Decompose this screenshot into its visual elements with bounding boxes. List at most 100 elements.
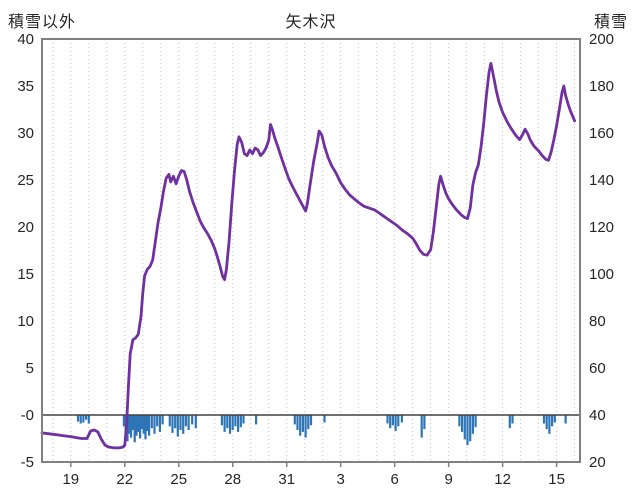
left-tick-label: -0 — [21, 407, 34, 424]
left-tick-label: 25 — [17, 172, 34, 189]
bar — [148, 415, 151, 436]
right-axis-title: 積雪 — [593, 14, 628, 31]
bar — [228, 415, 232, 434]
bar — [161, 415, 164, 425]
bar — [301, 415, 304, 432]
bar — [458, 415, 461, 427]
bar — [128, 415, 131, 434]
left-tick-label: 15 — [17, 266, 34, 283]
plot-frame — [41, 38, 581, 463]
right-tick-label: 80 — [589, 313, 606, 330]
bar — [76, 415, 80, 422]
bar — [140, 415, 143, 430]
bar — [133, 415, 136, 443]
bar — [471, 415, 474, 434]
x-tick-label: 31 — [278, 471, 295, 488]
bar — [564, 415, 567, 424]
x-tick-label: 9 — [444, 471, 452, 488]
bar — [184, 415, 187, 427]
bar — [394, 415, 397, 431]
bar — [309, 415, 313, 426]
bar — [168, 415, 171, 427]
left-tick-label: 5 — [26, 360, 34, 377]
bar — [158, 415, 161, 432]
x-tick-label: 28 — [224, 471, 241, 488]
x-tick-label: 15 — [548, 471, 565, 488]
bar — [293, 415, 296, 425]
x-tick-label: 22 — [116, 471, 133, 488]
bar — [296, 415, 299, 430]
bar — [323, 415, 326, 423]
bar — [420, 415, 423, 438]
bar — [87, 415, 90, 424]
right-tick-label: 180 — [589, 78, 614, 95]
right-tick-label: 40 — [589, 407, 606, 424]
bar — [150, 415, 153, 429]
bar — [171, 415, 174, 433]
left-axis-title: 積雪以外 — [8, 14, 77, 31]
bar — [423, 415, 426, 430]
bar — [237, 415, 240, 432]
chart-title: 矢木沢 — [285, 14, 337, 31]
right-tick-label: 200 — [589, 31, 614, 48]
bar — [548, 415, 551, 434]
left-tick-label: 20 — [17, 219, 34, 236]
bars-layer — [76, 415, 567, 446]
bar — [307, 415, 310, 430]
bar — [176, 415, 179, 437]
bar — [179, 415, 182, 430]
bar — [82, 415, 85, 423]
bar — [386, 415, 389, 424]
right-tick-label: 100 — [589, 266, 614, 283]
bar — [463, 415, 466, 440]
bar — [400, 415, 403, 423]
bar — [137, 415, 140, 432]
bar — [466, 415, 469, 446]
bar — [389, 415, 392, 429]
x-tick-label: 3 — [337, 471, 345, 488]
right-tick-label: 140 — [589, 172, 614, 189]
bar — [191, 415, 194, 425]
bar — [153, 415, 156, 434]
bar — [397, 415, 400, 427]
bar — [231, 415, 234, 430]
bar — [174, 415, 177, 429]
bar — [194, 415, 197, 429]
bar — [187, 415, 190, 430]
bar — [511, 415, 514, 424]
right-tick-label: 120 — [589, 219, 614, 236]
grid-layer — [52, 39, 576, 462]
bar — [156, 415, 159, 427]
bar — [144, 415, 147, 440]
x-tick-label: 25 — [170, 471, 187, 488]
right-tick-label: 60 — [589, 360, 606, 377]
bar — [255, 415, 258, 425]
axis-labels: 40 200 35 180 30 160 25 140 20 120 15 100 10 80 5 60 -0 4… — [17, 31, 614, 488]
left-tick-label: 30 — [17, 125, 34, 142]
bar — [85, 415, 88, 420]
bar — [553, 415, 556, 423]
bar — [239, 415, 242, 428]
bar — [122, 415, 125, 427]
bar — [542, 415, 546, 424]
bar — [234, 415, 237, 427]
bar — [304, 415, 307, 438]
bar — [139, 415, 142, 439]
x-tick-label: 12 — [494, 471, 511, 488]
left-tick-label: 40 — [17, 31, 34, 48]
bar — [551, 415, 554, 427]
bar — [220, 415, 223, 426]
bar — [461, 415, 464, 432]
bar — [223, 415, 226, 432]
bar — [242, 415, 245, 424]
bar — [299, 415, 302, 436]
snow-depth-line — [40, 62, 576, 450]
bar — [474, 415, 477, 428]
x-tick-label: 19 — [62, 471, 79, 488]
right-tick-label: 160 — [589, 125, 614, 142]
bar — [142, 415, 145, 434]
right-tick-label: 20 — [589, 454, 606, 471]
bar — [508, 415, 511, 429]
